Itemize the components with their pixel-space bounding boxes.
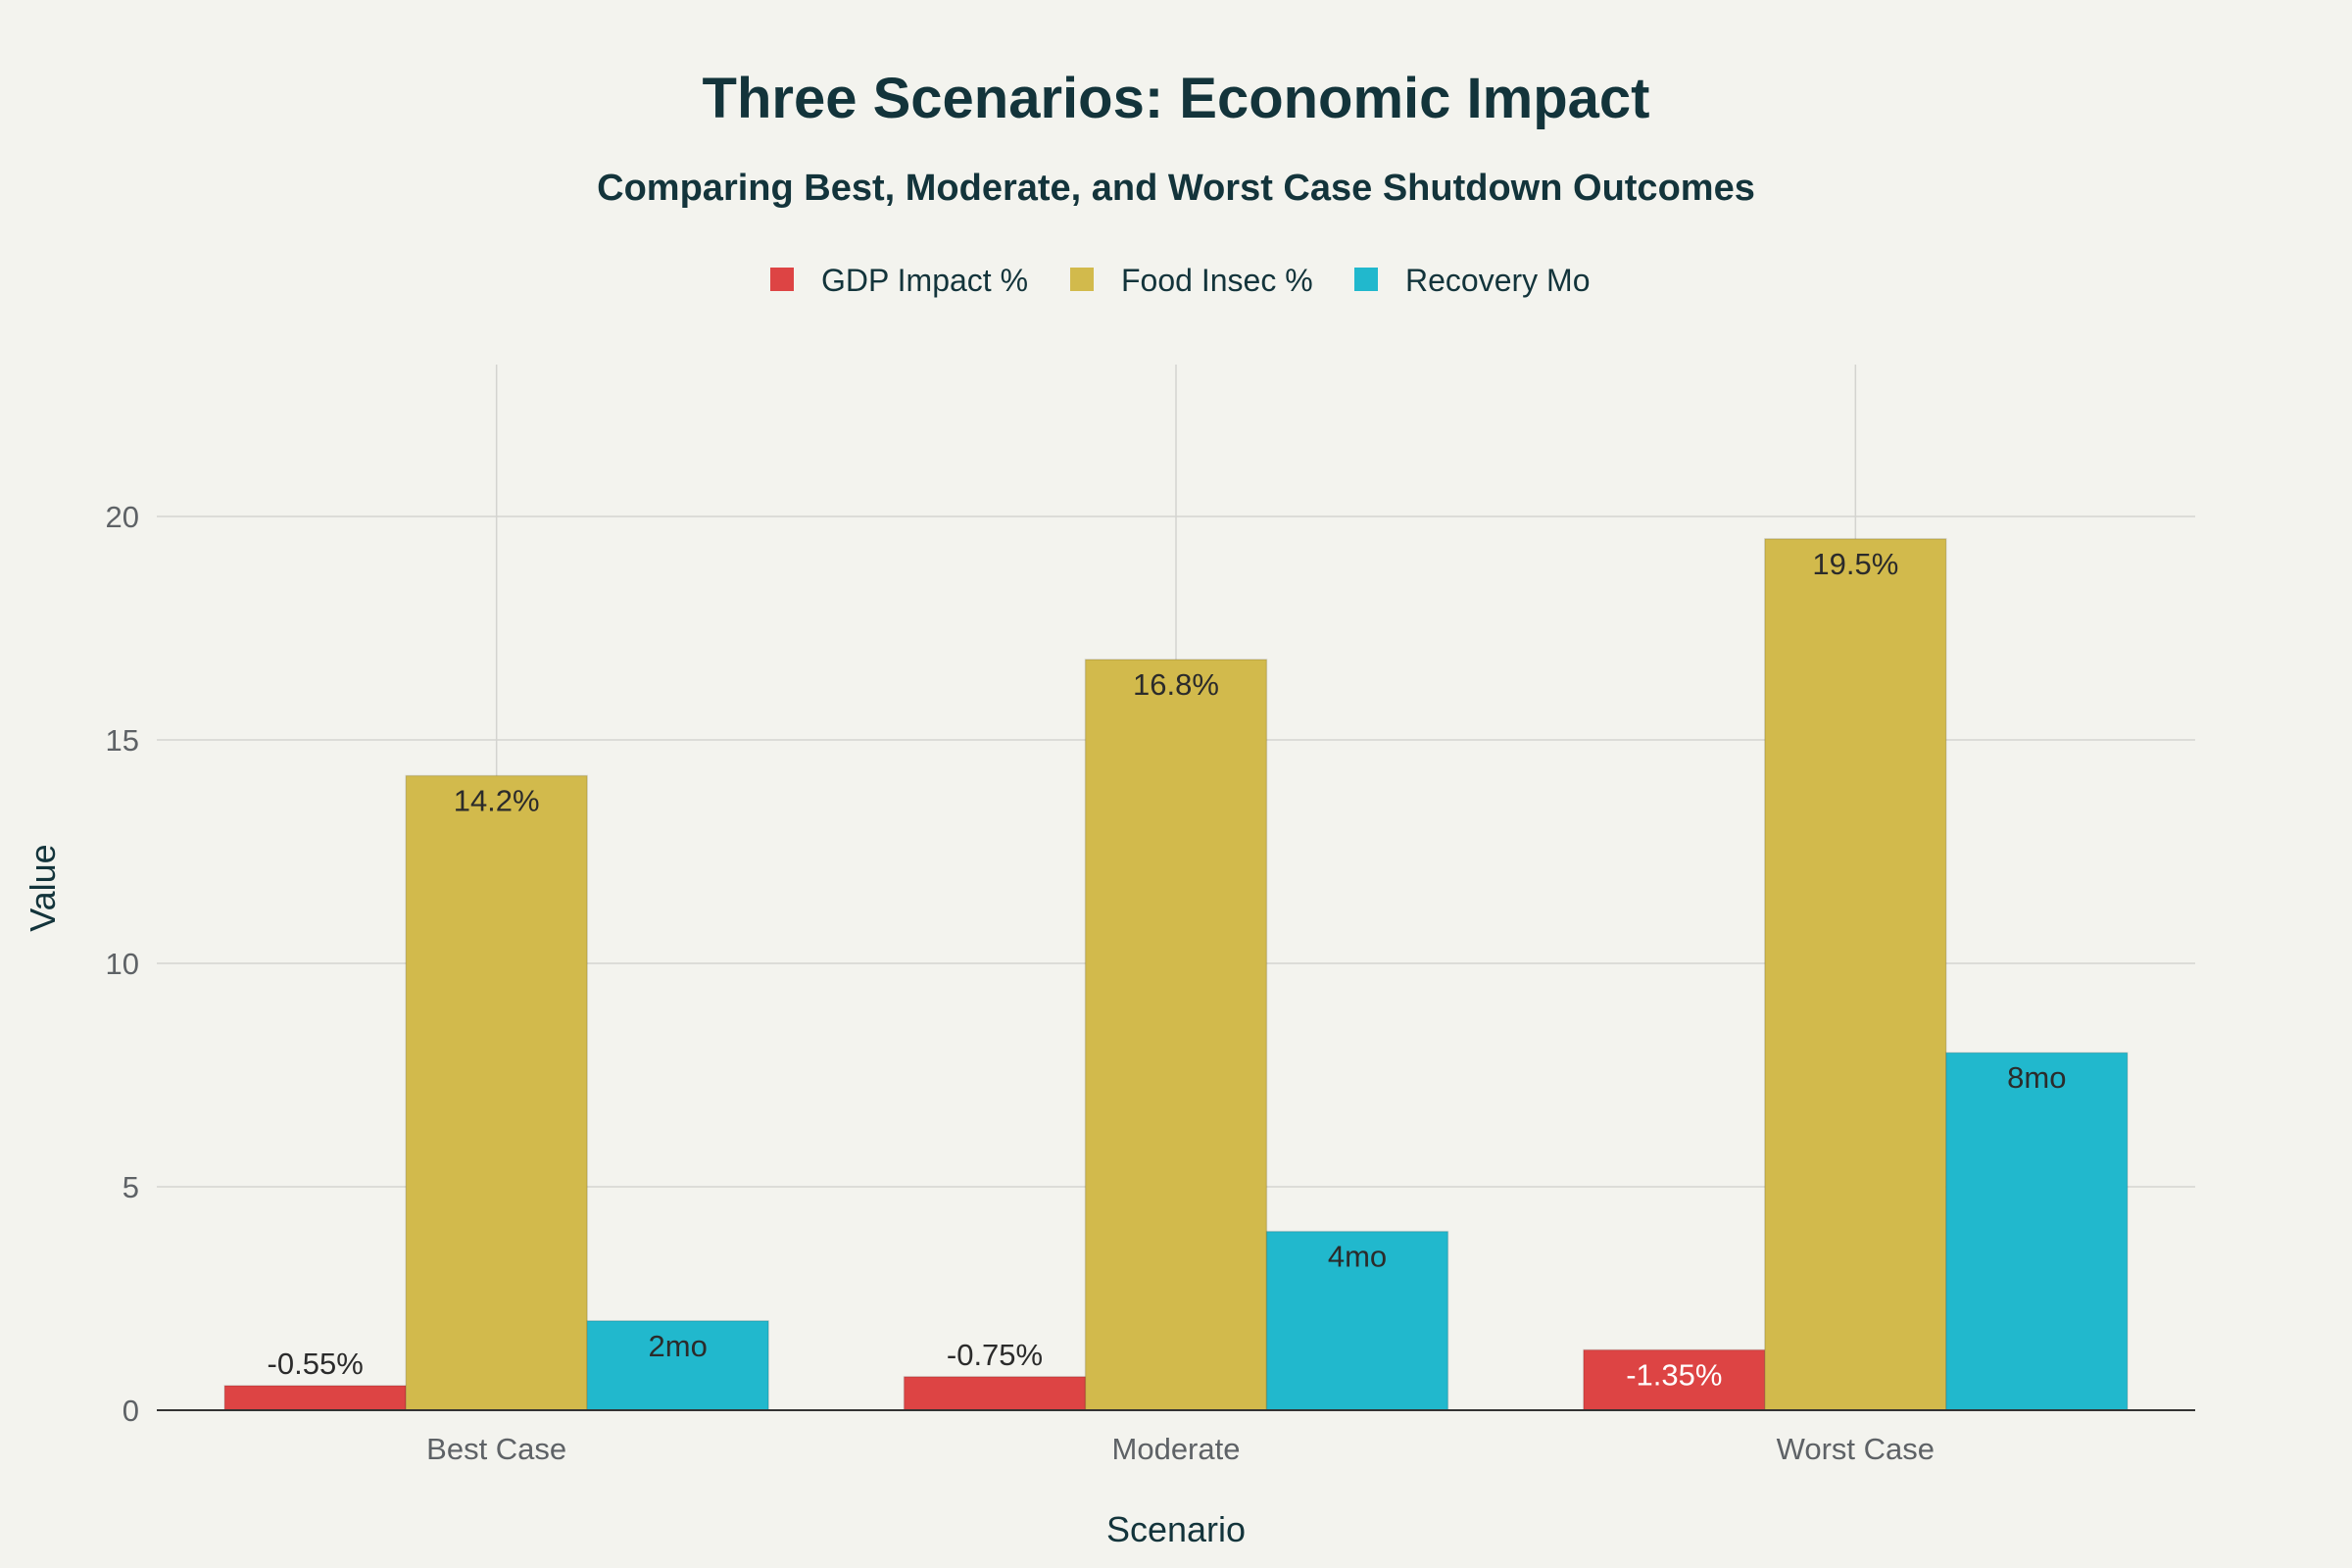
y-tick-label: 0 — [122, 1394, 139, 1428]
y-tick-label: 10 — [106, 947, 139, 981]
chart-subtitle: Comparing Best, Moderate, and Worst Case… — [597, 168, 1755, 209]
legend-label: Food Insec % — [1121, 263, 1313, 298]
bar-food-insec[interactable] — [1084, 659, 1268, 1411]
x-tick-label: Worst Case — [1777, 1432, 1935, 1466]
legend-swatch — [1070, 268, 1094, 291]
y-axis-ticks: 0 5 10 15 20 — [106, 500, 139, 1428]
bar-data-label: -0.75% — [947, 1338, 1043, 1372]
bar-gdp-impact[interactable] — [223, 1385, 407, 1411]
bar-food-insec[interactable] — [1764, 538, 1947, 1411]
legend-swatch — [770, 268, 794, 291]
y-tick-label: 5 — [122, 1170, 139, 1204]
legend-label: GDP Impact % — [821, 263, 1028, 298]
legend-item[interactable]: GDP Impact % — [770, 263, 1028, 298]
bar-recovery-mo[interactable] — [1945, 1052, 2129, 1411]
bar-data-label: 19.5% — [1812, 547, 1898, 581]
chart-title: Three Scenarios: Economic Impact — [703, 67, 1650, 130]
legend-item[interactable]: Food Insec % — [1070, 263, 1313, 298]
bar-gdp-impact[interactable] — [1583, 1348, 1766, 1411]
bar-gdp-impact[interactable] — [903, 1376, 1087, 1411]
bars: -0.55% 14.2% 2mo -0.75% 16.8% 4mo -1.35% 19.5% 8… — [223, 538, 2129, 1411]
y-tick-label: 15 — [106, 723, 139, 758]
bar-data-label: 4mo — [1328, 1240, 1387, 1274]
y-axis-title: Value — [23, 844, 63, 931]
bar-data-label: -0.55% — [268, 1347, 364, 1381]
legend-swatch — [1354, 268, 1378, 291]
bar-data-label: 16.8% — [1133, 667, 1219, 702]
bar-data-label: 14.2% — [454, 784, 540, 818]
x-tick-label: Moderate — [1112, 1432, 1241, 1466]
bar-recovery-mo[interactable] — [1265, 1230, 1449, 1411]
bar-data-label: -1.35% — [1626, 1357, 1722, 1392]
y-tick-label: 20 — [106, 500, 139, 534]
legend-label: Recovery Mo — [1405, 263, 1591, 298]
legend[interactable]: GDP Impact % Food Insec % Recovery Mo — [770, 263, 1591, 298]
x-tick-label: Best Case — [426, 1432, 566, 1466]
x-axis-ticks: Best Case Moderate Worst Case — [426, 1432, 1935, 1466]
bar-data-label: 2mo — [649, 1329, 708, 1363]
bar-data-label: 8mo — [2007, 1060, 2066, 1095]
x-axis-title: Scenario — [1106, 1509, 1246, 1549]
legend-item[interactable]: Recovery Mo — [1354, 263, 1591, 298]
bar-food-insec[interactable] — [405, 774, 588, 1411]
